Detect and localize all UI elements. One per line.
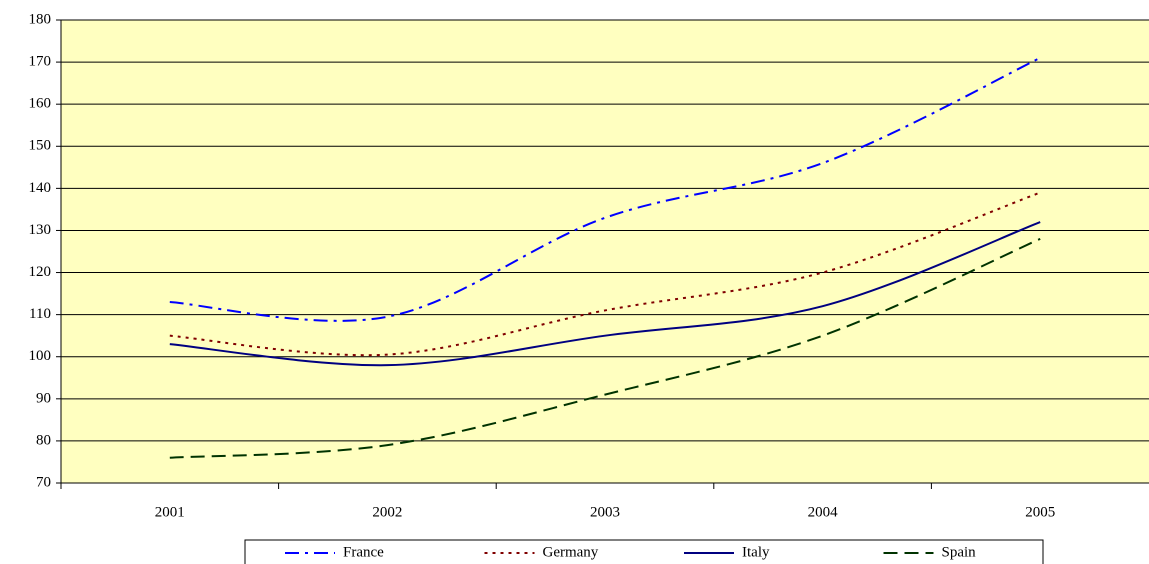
y-tick-label: 130	[29, 222, 52, 238]
x-tick-label: 2004	[808, 504, 839, 520]
legend-label: France	[343, 544, 384, 560]
series-line	[169, 191, 1041, 357]
y-tick-label: 160	[29, 96, 52, 112]
x-tick-label: 2002	[372, 504, 402, 520]
legend-label: Italy	[742, 544, 770, 560]
y-tick-label: 110	[29, 306, 51, 322]
y-tick-label: 90	[36, 390, 51, 406]
y-tick-label: 180	[29, 11, 52, 27]
series-line	[169, 56, 1041, 322]
x-tick-label: 2005	[1025, 504, 1055, 520]
y-tick-label: 100	[29, 348, 52, 364]
y-tick-label: 140	[29, 180, 52, 196]
series-line	[169, 237, 1041, 459]
y-tick-label: 80	[36, 432, 51, 448]
y-tick-label: 170	[29, 54, 52, 70]
series-line	[169, 221, 1041, 367]
x-tick-label: 2003	[590, 504, 620, 520]
plot-area	[61, 20, 1149, 483]
y-tick-label: 150	[29, 138, 52, 154]
x-tick-label: 2001	[155, 504, 185, 520]
y-tick-label: 70	[36, 474, 51, 490]
legend-label: Germany	[543, 544, 599, 560]
y-tick-label: 120	[29, 264, 52, 280]
legend-label: Spain	[942, 544, 977, 560]
